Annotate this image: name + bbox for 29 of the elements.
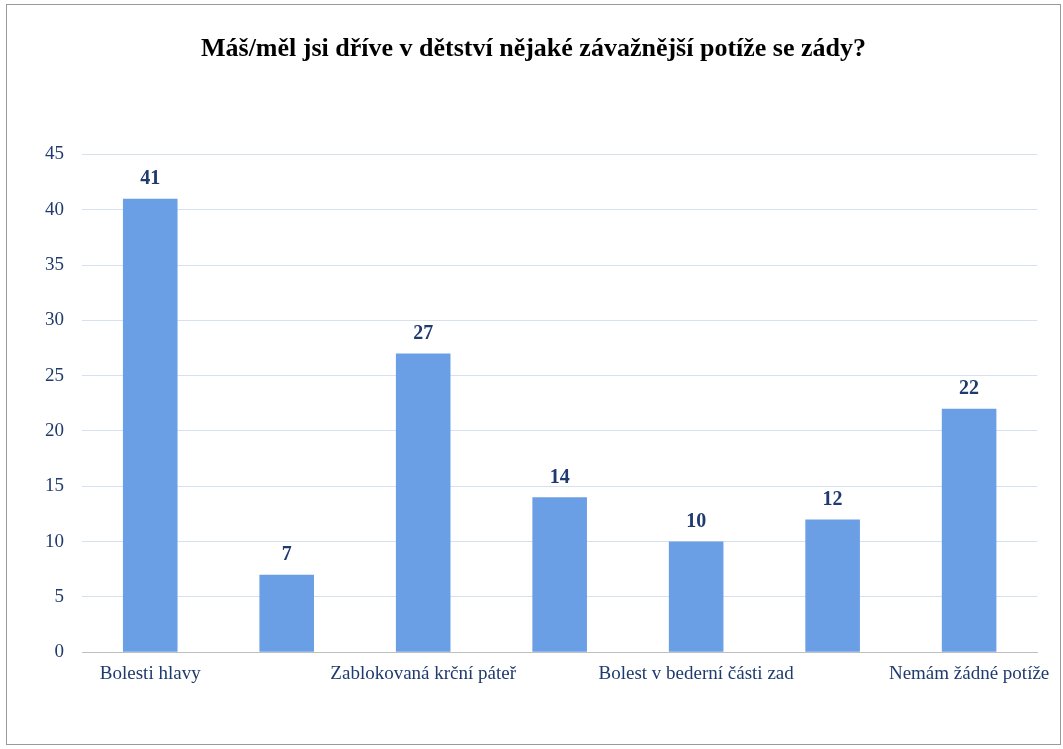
data-label: 22 bbox=[959, 376, 980, 398]
bar bbox=[805, 519, 860, 652]
y-tick-label: 45 bbox=[45, 142, 64, 164]
bar bbox=[259, 574, 315, 652]
x-tick-label: Zablokovaná krční páteř bbox=[330, 661, 517, 683]
data-label: 27 bbox=[413, 320, 434, 343]
y-tick-label: 0 bbox=[54, 640, 64, 662]
y-tick-label: 25 bbox=[45, 363, 64, 385]
bar bbox=[532, 497, 587, 652]
x-tick-label: Bolesti hlavy bbox=[99, 661, 202, 683]
data-label: 10 bbox=[686, 508, 707, 531]
data-label: 7 bbox=[281, 541, 292, 564]
bar bbox=[395, 353, 451, 652]
data-label: 41 bbox=[140, 165, 161, 188]
y-tick-label: 40 bbox=[45, 197, 64, 219]
y-tick-label: 20 bbox=[45, 418, 64, 440]
data-label: 12 bbox=[822, 486, 843, 509]
bar bbox=[668, 541, 724, 652]
y-tick-label: 10 bbox=[45, 529, 64, 551]
data-label: 14 bbox=[549, 464, 570, 487]
bar bbox=[122, 198, 178, 652]
y-tick-label: 15 bbox=[45, 474, 64, 496]
y-tick-label: 5 bbox=[54, 584, 64, 606]
y-tick-label: 35 bbox=[45, 253, 64, 275]
y-tick-label: 30 bbox=[45, 308, 64, 330]
bar bbox=[941, 408, 997, 652]
x-tick-label: Nemám žádné potíže bbox=[888, 661, 1050, 683]
chart-title: Máš/měl jsi dříve v dětství nějaké závažnější potíže se zády? bbox=[199, 33, 867, 63]
x-tick-label: Bolest v bederní části zad bbox=[598, 661, 795, 683]
